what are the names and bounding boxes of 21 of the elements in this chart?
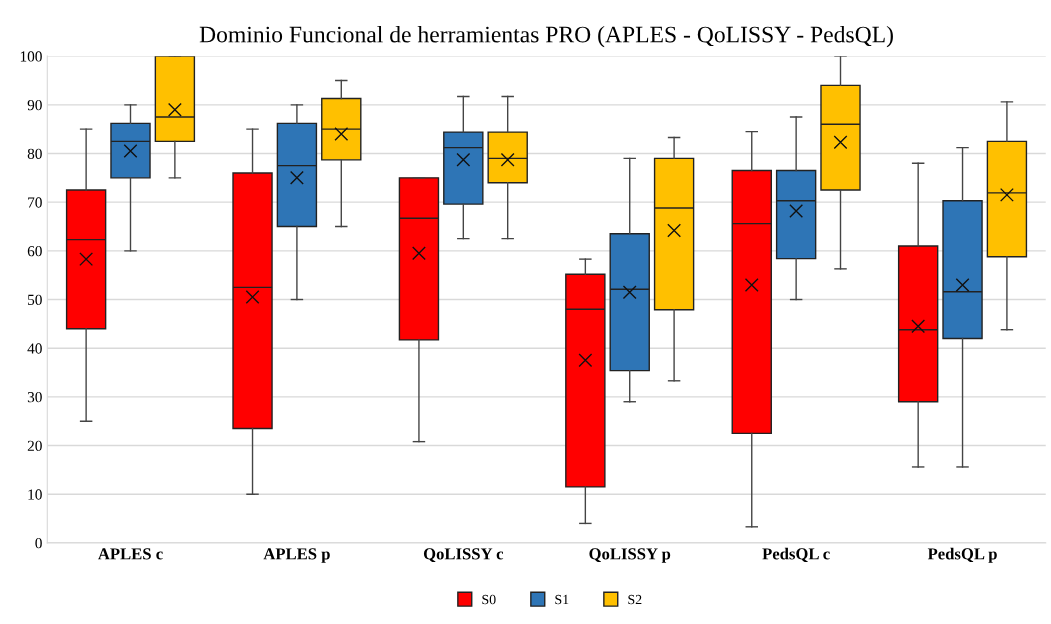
legend-label: S2 [628, 594, 642, 605]
y-tick-label: 50 [28, 294, 42, 305]
x-tick-label: APLES p [263, 548, 330, 563]
x-tick-label: QoLISSY p [589, 548, 671, 563]
x-tick-label: QoLISSY c [423, 548, 504, 563]
y-tick-label: 80 [27, 148, 42, 159]
y-tick-label: 60 [27, 245, 42, 257]
y-tick-label: 10 [28, 489, 42, 500]
legend-label: S0 [482, 594, 496, 605]
y-tick-label: 90 [27, 99, 42, 111]
y-tick-label: 70 [28, 197, 42, 208]
y-tick-label: 40 [27, 343, 42, 354]
x-tick-label: APLES c [98, 548, 163, 560]
x-tick-label: PedsQL c [762, 547, 830, 563]
legend-label: S1 [555, 594, 569, 605]
chart-title: Dominio Funcional de herramientas PRO (APLES - QoLISSY - PedsQL) [199, 25, 893, 48]
y-tick-label: 0 [35, 538, 42, 549]
y-tick-label: 20 [27, 440, 42, 451]
y-tick-label: 100 [20, 51, 42, 62]
y-tick-label: 30 [27, 392, 42, 403]
x-tick-label: PedsQL p [927, 547, 997, 563]
